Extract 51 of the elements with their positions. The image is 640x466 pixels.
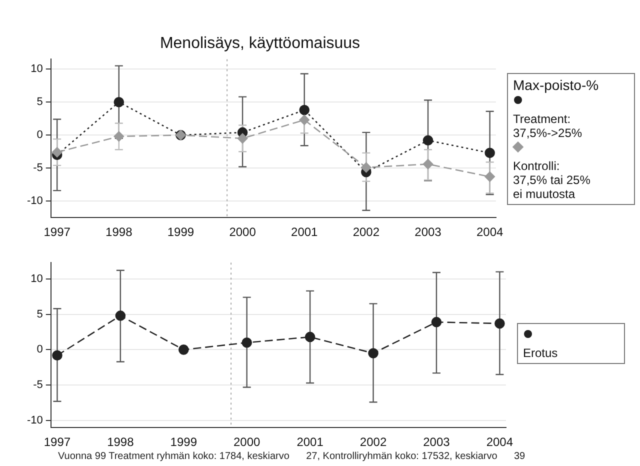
y-tick-label: -10 — [26, 195, 43, 208]
legend-label: Erotus — [523, 346, 559, 360]
x-tick-label: 2004 — [476, 225, 504, 240]
x-tick-label: 1999 — [170, 435, 198, 450]
x-tick-label: 1998 — [106, 225, 133, 240]
point — [52, 350, 62, 361]
point — [422, 158, 434, 170]
x-tick-label: 2002 — [360, 435, 387, 450]
y-tick-label: 0 — [36, 344, 43, 356]
chart-title: Menolisäys, käyttöomaisuus — [160, 35, 360, 52]
point — [361, 162, 372, 173]
point — [422, 135, 434, 146]
x-tick-label: 1999 — [167, 225, 194, 240]
point — [494, 318, 505, 329]
x-tick-label: 2003 — [414, 225, 442, 240]
legend-label: Treatment: 37,5%->25% — [513, 112, 584, 140]
point — [237, 133, 248, 144]
y-tick-label: 10 — [30, 272, 43, 285]
legend-title: Max-poisto-% — [513, 77, 600, 93]
text: Vuonna 99 Treatment ryhmän koko: 1784, keskiarvo 27, Kontrolliryhmän koko: 17532, keskiarvo 39 — [58, 451, 526, 462]
x-tick-label: 2000 — [233, 435, 261, 450]
legend-label: Kontrolli: 37,5% tai 25% ei muutosta — [513, 159, 592, 201]
point — [178, 344, 189, 355]
y-tick-label: -5 — [33, 379, 43, 392]
y-tick-label: 5 — [36, 96, 43, 108]
x-tick-label: 1997 — [44, 225, 71, 240]
point — [114, 131, 124, 142]
point — [114, 96, 124, 108]
point — [484, 148, 495, 158]
y-tick-label: 5 — [36, 308, 43, 320]
x-tick-label: 2004 — [486, 435, 514, 450]
point — [299, 104, 310, 116]
point — [304, 332, 316, 342]
x-tick-label: 1997 — [44, 435, 71, 450]
y-tick-label: 10 — [30, 63, 43, 76]
point — [484, 172, 495, 182]
point — [299, 114, 310, 126]
x-tick-label: 2001 — [296, 435, 324, 450]
x-tick-label: 2003 — [423, 435, 450, 450]
x-tick-label: 1998 — [107, 435, 134, 450]
y-tick-label: 0 — [36, 129, 43, 142]
point — [431, 316, 442, 328]
x-tick-label: 2001 — [291, 225, 318, 240]
point — [368, 348, 378, 358]
point — [52, 147, 62, 158]
x-tick-label: 2002 — [352, 225, 380, 240]
x-tick-label: 2000 — [229, 225, 256, 240]
y-tick-label: -10 — [26, 414, 43, 427]
point — [242, 337, 252, 348]
y-tick-label: -5 — [33, 162, 43, 174]
point — [115, 310, 126, 321]
